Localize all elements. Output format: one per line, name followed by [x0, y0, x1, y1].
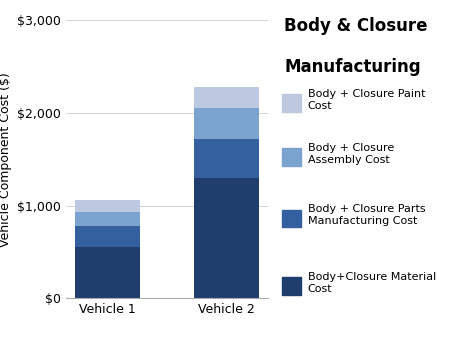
Bar — [75, 212, 140, 226]
Text: Manufacturing: Manufacturing — [284, 58, 421, 76]
Bar — [194, 139, 258, 178]
Bar — [75, 226, 140, 247]
Bar — [75, 200, 140, 212]
Bar — [75, 247, 140, 298]
Bar — [194, 87, 258, 108]
Bar — [194, 108, 258, 139]
Y-axis label: Vehicle Component Cost ($): Vehicle Component Cost ($) — [0, 72, 11, 247]
Bar — [194, 178, 258, 298]
Text: Body + Closure Paint
Cost: Body + Closure Paint Cost — [308, 89, 425, 111]
Text: Body + Closure
Assembly Cost: Body + Closure Assembly Cost — [308, 143, 394, 165]
Text: Body+Closure Material
Cost: Body+Closure Material Cost — [308, 272, 436, 294]
Text: Body + Closure Parts
Manufacturing Cost: Body + Closure Parts Manufacturing Cost — [308, 204, 425, 226]
Text: Body & Closure: Body & Closure — [284, 17, 428, 35]
